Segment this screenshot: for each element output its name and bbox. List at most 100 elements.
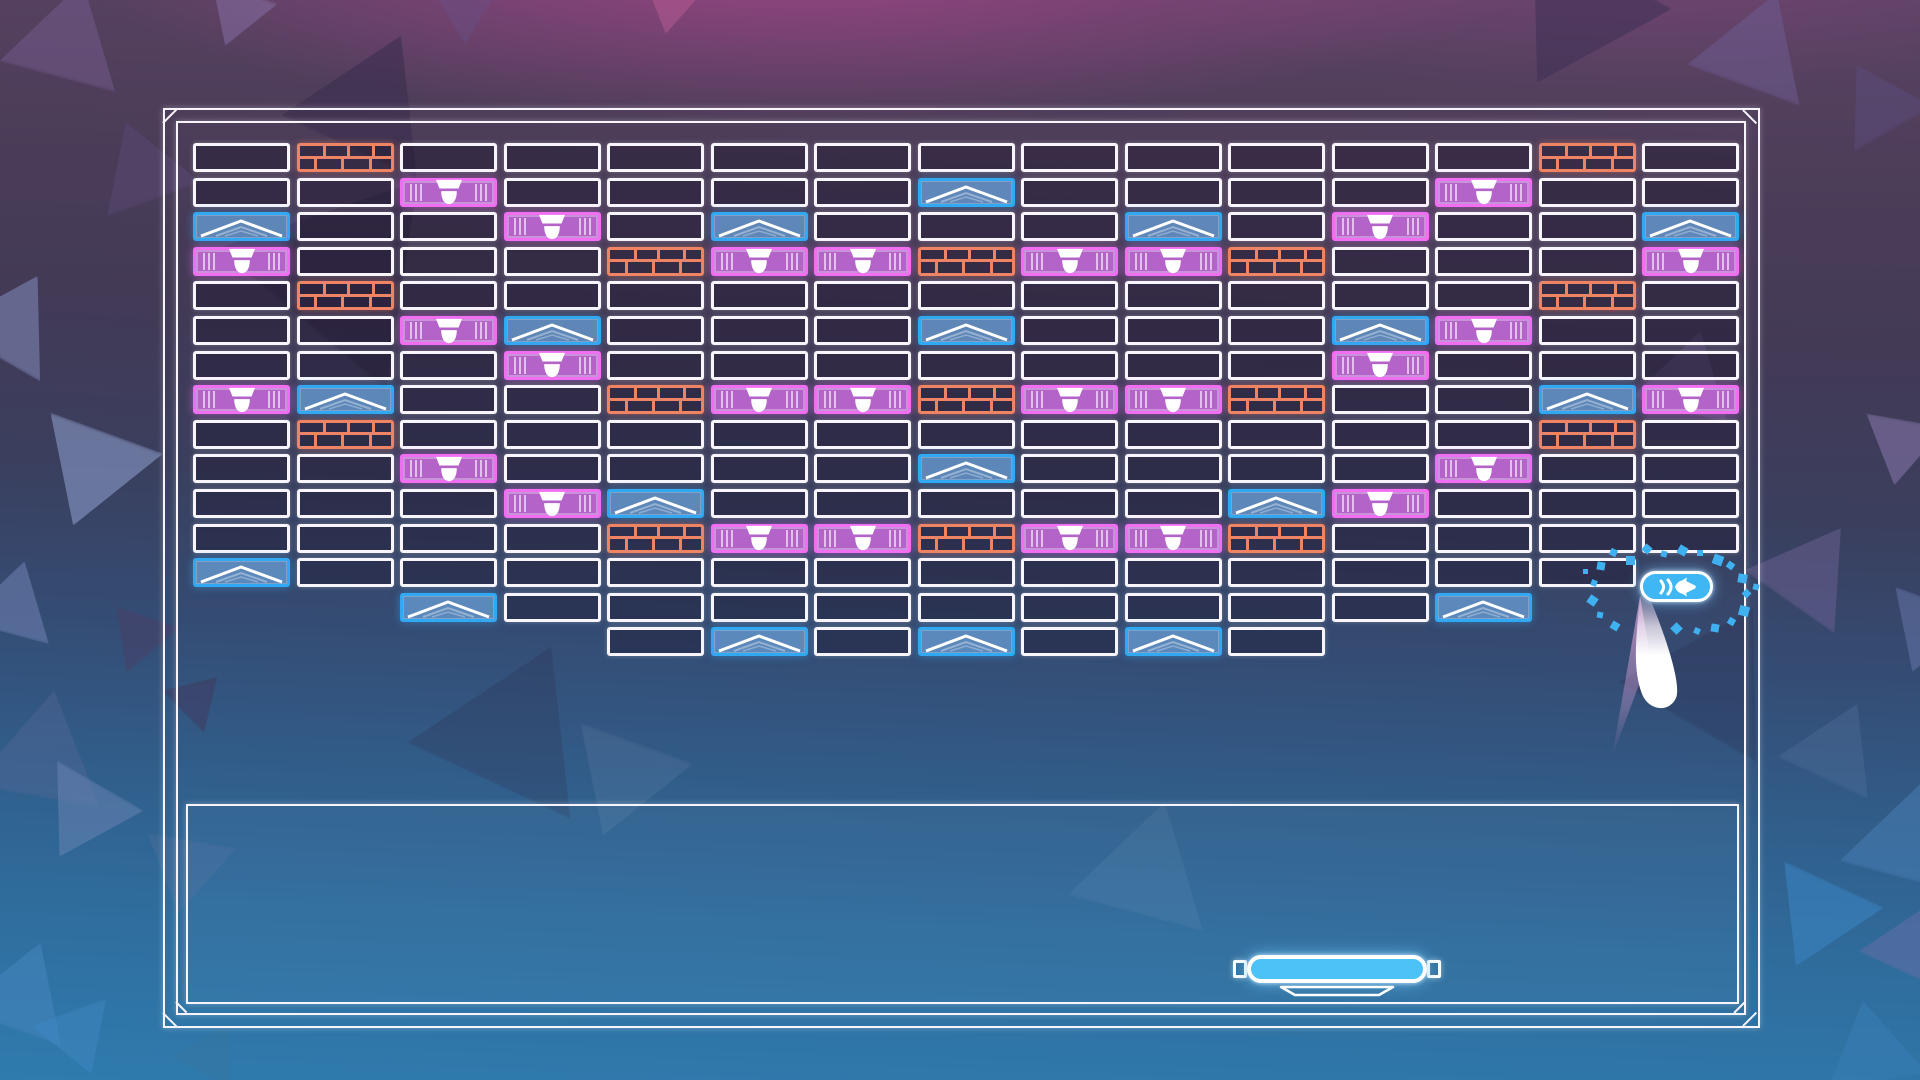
brick-pattern-line xyxy=(1303,388,1307,400)
shield-stripe xyxy=(1416,356,1419,374)
shield-stripe xyxy=(829,529,831,547)
shield-brick xyxy=(1435,177,1532,207)
shield-stripe xyxy=(899,391,901,409)
brick-pattern-line xyxy=(651,399,655,412)
standard-brick xyxy=(1021,350,1118,380)
standard-brick xyxy=(1228,281,1325,311)
chevron-icon xyxy=(507,319,598,342)
chevron-icon xyxy=(714,630,805,653)
shield-stripe xyxy=(475,460,477,478)
standard-brick xyxy=(917,419,1015,449)
standard-brick xyxy=(1021,558,1118,588)
brick-pattern-line xyxy=(682,249,686,262)
background-triangle xyxy=(17,412,163,545)
shield-stripe xyxy=(278,391,280,409)
brick-pattern-line xyxy=(1300,538,1304,550)
shield-stripe xyxy=(1652,391,1654,409)
standard-brick xyxy=(193,281,290,311)
standard-brick xyxy=(917,281,1015,311)
standard-brick xyxy=(1021,316,1118,345)
standard-brick xyxy=(1435,281,1532,311)
armored-brick xyxy=(1228,246,1325,276)
standard-brick xyxy=(400,523,497,553)
shield-stripe xyxy=(1727,391,1729,409)
standard-brick xyxy=(1331,281,1429,311)
brick-pattern-line xyxy=(679,261,683,273)
shield-stripe xyxy=(583,218,586,236)
armored-brick xyxy=(1538,281,1636,311)
standard-brick xyxy=(1331,177,1429,207)
shield-brick xyxy=(1642,246,1739,276)
shield-stripe xyxy=(1406,356,1409,374)
shield-icon xyxy=(1438,456,1529,482)
shield-stripe xyxy=(1662,391,1664,409)
paddle-capsule[interactable] xyxy=(1247,955,1427,983)
brick-pattern-line xyxy=(323,146,327,158)
shield-stripe xyxy=(1341,495,1344,512)
shield-stripe xyxy=(1346,218,1349,236)
shield-stripe xyxy=(415,460,417,478)
chevron-brick xyxy=(296,385,394,415)
brick-pattern-line xyxy=(624,538,628,550)
shield-brick xyxy=(1021,246,1118,276)
standard-brick xyxy=(1228,627,1325,657)
armored-brick xyxy=(1228,385,1325,415)
background-triangle xyxy=(0,249,85,382)
shield-stripe xyxy=(1341,218,1344,236)
armored-brick xyxy=(917,523,1015,553)
shield-stripe xyxy=(730,252,733,270)
brick-pattern-line xyxy=(372,422,376,435)
standard-brick xyxy=(814,212,911,242)
brick-pattern-icon xyxy=(1231,259,1322,263)
brick-pattern-line xyxy=(1556,434,1560,446)
brick-pattern-line xyxy=(341,295,345,308)
standard-brick xyxy=(1642,489,1739,518)
brick-pattern-icon xyxy=(1231,397,1322,401)
shield-icon xyxy=(1438,179,1529,205)
brick-pattern-icon xyxy=(920,259,1012,263)
shield-brick xyxy=(193,385,290,415)
standard-brick xyxy=(296,246,394,276)
shield-brick xyxy=(1331,489,1429,518)
shield-stripe xyxy=(1204,391,1207,409)
chevron-brick xyxy=(917,627,1015,657)
brick-pattern-line xyxy=(682,526,686,539)
standard-brick xyxy=(1021,627,1118,657)
shield-stripe xyxy=(578,356,581,374)
shield-stripe xyxy=(790,391,793,409)
standard-brick xyxy=(1538,212,1636,242)
standard-brick xyxy=(1331,558,1429,588)
shield-stripe xyxy=(1139,391,1142,409)
standard-brick xyxy=(814,143,911,172)
standard-brick xyxy=(1642,177,1739,207)
chevron-icon xyxy=(1128,215,1219,238)
chevron-brick xyxy=(1538,385,1636,415)
standard-brick xyxy=(1642,316,1739,345)
standard-brick xyxy=(607,627,704,657)
standard-brick xyxy=(1228,419,1325,449)
shield-stripe xyxy=(1209,391,1212,409)
standard-brick xyxy=(1021,281,1118,311)
brick-pattern-line xyxy=(962,399,966,412)
chevron-icon xyxy=(921,630,1012,653)
shield-stripe xyxy=(1657,391,1659,409)
shield-stripe xyxy=(485,183,487,201)
background-triangle xyxy=(1744,497,1886,634)
standard-brick xyxy=(1435,419,1532,449)
brick-pattern-line xyxy=(962,261,966,273)
armored-brick xyxy=(1538,143,1636,172)
standard-brick xyxy=(1642,350,1739,380)
shield-stripe xyxy=(273,391,275,409)
shield-stripe xyxy=(1101,529,1103,547)
shield-stripe xyxy=(1041,529,1043,547)
rocket-icon xyxy=(1659,577,1696,596)
shield-brick xyxy=(1331,212,1429,242)
standard-brick xyxy=(710,316,808,345)
brick-pattern-line xyxy=(1278,249,1282,262)
standard-brick xyxy=(1021,454,1118,484)
standard-brick xyxy=(1435,212,1532,242)
shield-stripe xyxy=(899,529,901,547)
armored-brick xyxy=(917,385,1015,415)
shield-stripe xyxy=(578,218,581,236)
